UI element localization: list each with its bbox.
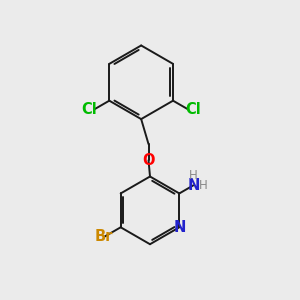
- Text: Cl: Cl: [185, 102, 201, 117]
- Text: Br: Br: [94, 229, 112, 244]
- Text: N: N: [187, 178, 200, 193]
- Text: O: O: [142, 153, 155, 168]
- Text: H: H: [189, 169, 198, 182]
- Text: N: N: [173, 220, 185, 235]
- Text: Cl: Cl: [82, 102, 98, 117]
- Text: H: H: [198, 179, 207, 192]
